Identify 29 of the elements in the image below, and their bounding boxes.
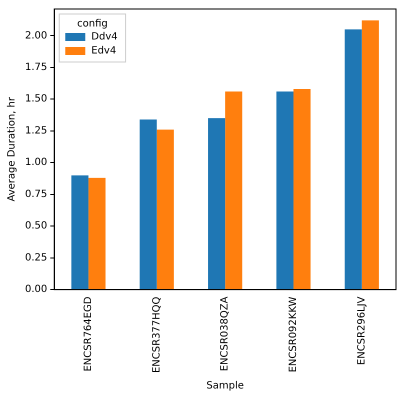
x-tick-label: ENCSR038QZA	[220, 296, 231, 372]
x-tick-label: ENCSR377HQQ	[151, 296, 162, 374]
y-axis-title: Average Duration, hr	[6, 96, 18, 202]
y-tick-label: 1.50	[25, 94, 48, 105]
bar	[156, 130, 174, 290]
bar	[208, 118, 226, 290]
y-tick-label: 2.00	[25, 30, 48, 42]
x-tick-label: ENCSR092KKW	[288, 296, 300, 372]
legend-label: Edv4	[91, 46, 116, 57]
y-tick-label: 1.00	[25, 157, 48, 168]
y-tick-label: 0.00	[25, 284, 48, 296]
bar	[140, 119, 157, 290]
bar	[88, 178, 106, 290]
x-tick-label: ENCSR764EGD	[83, 296, 94, 372]
x-axis-title: Sample	[206, 380, 244, 392]
y-tick-label: 1.25	[25, 125, 48, 136]
bar	[362, 20, 379, 290]
x-tick-label: ENCSR296LJV	[356, 296, 368, 366]
y-tick-label: 1.75	[25, 62, 48, 73]
y-tick-label: 0.50	[25, 220, 48, 232]
legend-title: config	[77, 18, 108, 30]
bar	[293, 88, 311, 290]
bar	[225, 92, 242, 290]
y-tick-label: 0.25	[25, 252, 48, 264]
bar	[71, 175, 88, 290]
y-tick-label: 0.75	[25, 188, 48, 200]
legend-label: Ddv4	[91, 32, 118, 43]
bar	[344, 29, 362, 290]
bar	[276, 92, 294, 290]
